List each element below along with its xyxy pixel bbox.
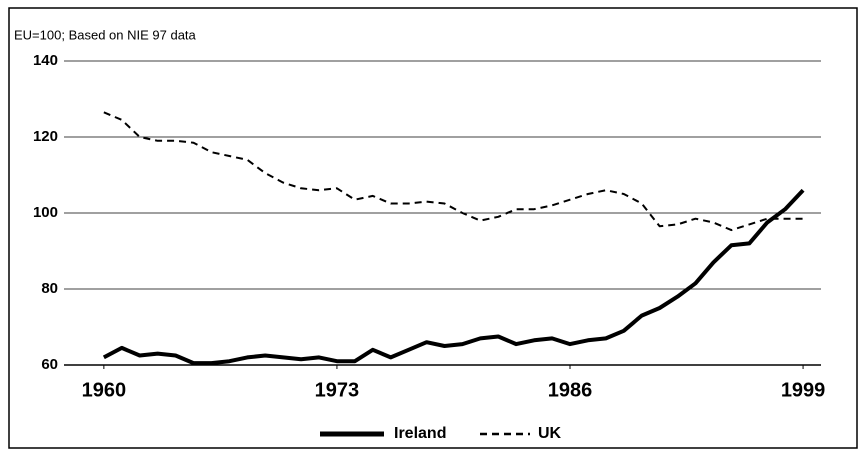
frame [8, 7, 858, 449]
series-line [103, 111, 804, 232]
legend-label: Ireland [394, 425, 446, 442]
y-tick-label: 140 [33, 52, 58, 69]
x-tick-label: 1960 [82, 379, 127, 401]
x-tick-label: 1973 [315, 379, 360, 401]
subtitle: EU=100; Based on NIE 97 data [14, 27, 197, 42]
legend-label: UK [538, 425, 562, 442]
y-tick-label: 100 [33, 204, 58, 221]
y-tick-label: 80 [41, 280, 58, 297]
x-tick-label: 1999 [781, 379, 826, 401]
y-tick-label: 120 [33, 128, 58, 145]
y-tick-label: 60 [41, 356, 58, 373]
x-tick-label: 1986 [548, 379, 593, 401]
series-line [102, 188, 805, 366]
